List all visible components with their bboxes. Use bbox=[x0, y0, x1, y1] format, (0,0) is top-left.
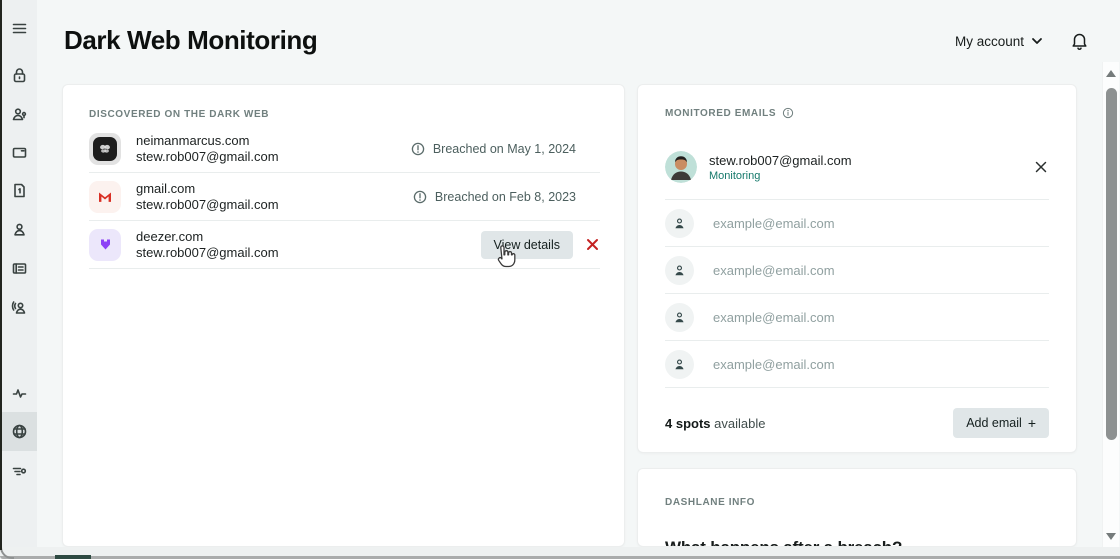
account-menu[interactable]: My account bbox=[955, 31, 1043, 51]
person-icon bbox=[665, 349, 694, 379]
breach-row-gmail[interactable]: gmail.com stew.rob007@gmail.com Breached… bbox=[89, 173, 600, 221]
lock-icon[interactable] bbox=[2, 58, 37, 92]
deezer-icon bbox=[89, 228, 121, 261]
chevron-down-icon bbox=[1032, 38, 1042, 44]
contacts-icon[interactable] bbox=[2, 290, 37, 324]
window-left-border bbox=[0, 0, 2, 550]
alert-circle-icon bbox=[413, 190, 427, 204]
breach-row-deezer[interactable]: deezer.com stew.rob007@gmail.com View de… bbox=[89, 221, 600, 269]
personal-info-icon[interactable] bbox=[2, 212, 37, 246]
breach-status: Breached on Feb 8, 2023 bbox=[434, 189, 576, 204]
view-details-button[interactable]: View details bbox=[480, 230, 573, 259]
secure-notes-icon[interactable] bbox=[2, 251, 37, 285]
scroll-down-arrow[interactable] bbox=[1106, 533, 1116, 540]
menu-icon[interactable] bbox=[2, 11, 37, 45]
email-slot-row bbox=[665, 341, 1049, 388]
notifications-bell-icon[interactable] bbox=[1070, 31, 1090, 51]
avatar bbox=[665, 151, 697, 183]
person-icon bbox=[665, 208, 694, 238]
breaches-section-label: DISCOVERED ON THE DARK WEB bbox=[89, 109, 270, 120]
vpn-icon[interactable] bbox=[2, 453, 37, 487]
butterfly-icon bbox=[100, 144, 110, 153]
person-icon bbox=[665, 302, 694, 332]
breach-email: stew.rob007@gmail.com bbox=[136, 196, 279, 212]
email-slot-input[interactable] bbox=[713, 262, 993, 278]
info-section-label: DASHLANE INFO bbox=[665, 497, 756, 508]
sidebar-active-highlight bbox=[2, 412, 37, 451]
monitored-email-row: stew.rob007@gmail.com Monitoring bbox=[665, 151, 1049, 200]
email-slot-row bbox=[665, 294, 1049, 341]
info-circle-icon[interactable] bbox=[782, 107, 794, 119]
breach-site: deezer.com bbox=[136, 228, 204, 244]
neimanmarcus-icon bbox=[89, 132, 121, 165]
window-bottom-accent bbox=[55, 555, 91, 559]
scroll-up-arrow[interactable] bbox=[1106, 70, 1116, 77]
info-heading: What happens after a breach? bbox=[665, 538, 1049, 546]
sharing-icon[interactable] bbox=[2, 97, 37, 131]
email-slot-row bbox=[665, 200, 1049, 247]
monitored-section-label: MONITORED EMAILS bbox=[665, 107, 777, 119]
dismiss-breach-icon[interactable] bbox=[585, 237, 600, 252]
window-bottom-border bbox=[0, 556, 1120, 559]
breach-email: stew.rob007@gmail.com bbox=[136, 148, 279, 164]
scrollbar-thumb[interactable] bbox=[1106, 88, 1117, 440]
window-corner bbox=[0, 545, 14, 559]
plus-icon: + bbox=[1027, 415, 1036, 431]
account-menu-label: My account bbox=[955, 33, 1025, 49]
ids-icon[interactable] bbox=[2, 173, 37, 207]
gmail-icon bbox=[89, 180, 121, 213]
monitored-emails-card: MONITORED EMAILS stew.rob007@gmail.com M… bbox=[637, 84, 1077, 453]
remove-email-icon[interactable] bbox=[1033, 159, 1049, 175]
email-slot-input[interactable] bbox=[713, 356, 993, 372]
person-icon bbox=[665, 255, 694, 285]
breach-list: neimanmarcus.com stew.rob007@gmail.com B… bbox=[89, 125, 600, 269]
dashlane-info-card: DASHLANE INFO What happens after a breac… bbox=[637, 468, 1077, 547]
add-email-button[interactable]: Add email + bbox=[953, 408, 1049, 438]
activity-log-icon[interactable] bbox=[2, 376, 37, 410]
spots-available-text: 4 spots available bbox=[665, 415, 766, 431]
breach-row-neimanmarcus[interactable]: neimanmarcus.com stew.rob007@gmail.com B… bbox=[89, 125, 600, 173]
page-title: Dark Web Monitoring bbox=[64, 25, 318, 55]
breach-site: neimanmarcus.com bbox=[136, 132, 250, 148]
breach-status: Breached on May 1, 2024 bbox=[432, 141, 576, 156]
breaches-card: DISCOVERED ON THE DARK WEB neimanmarcus.… bbox=[62, 84, 625, 547]
email-slot-input[interactable] bbox=[713, 215, 993, 231]
payments-icon[interactable] bbox=[2, 135, 37, 169]
alert-circle-icon bbox=[411, 142, 425, 156]
breach-email: stew.rob007@gmail.com bbox=[136, 244, 279, 260]
monitoring-status-badge: Monitoring bbox=[709, 169, 761, 182]
email-slot-row bbox=[665, 247, 1049, 294]
sidebar bbox=[2, 0, 37, 547]
breach-site: gmail.com bbox=[136, 180, 196, 196]
monitored-email-address: stew.rob007@gmail.com bbox=[709, 152, 852, 168]
dark-web-monitoring-icon[interactable] bbox=[2, 414, 37, 448]
scrollbar bbox=[1102, 62, 1119, 548]
email-slot-input[interactable] bbox=[713, 309, 993, 325]
